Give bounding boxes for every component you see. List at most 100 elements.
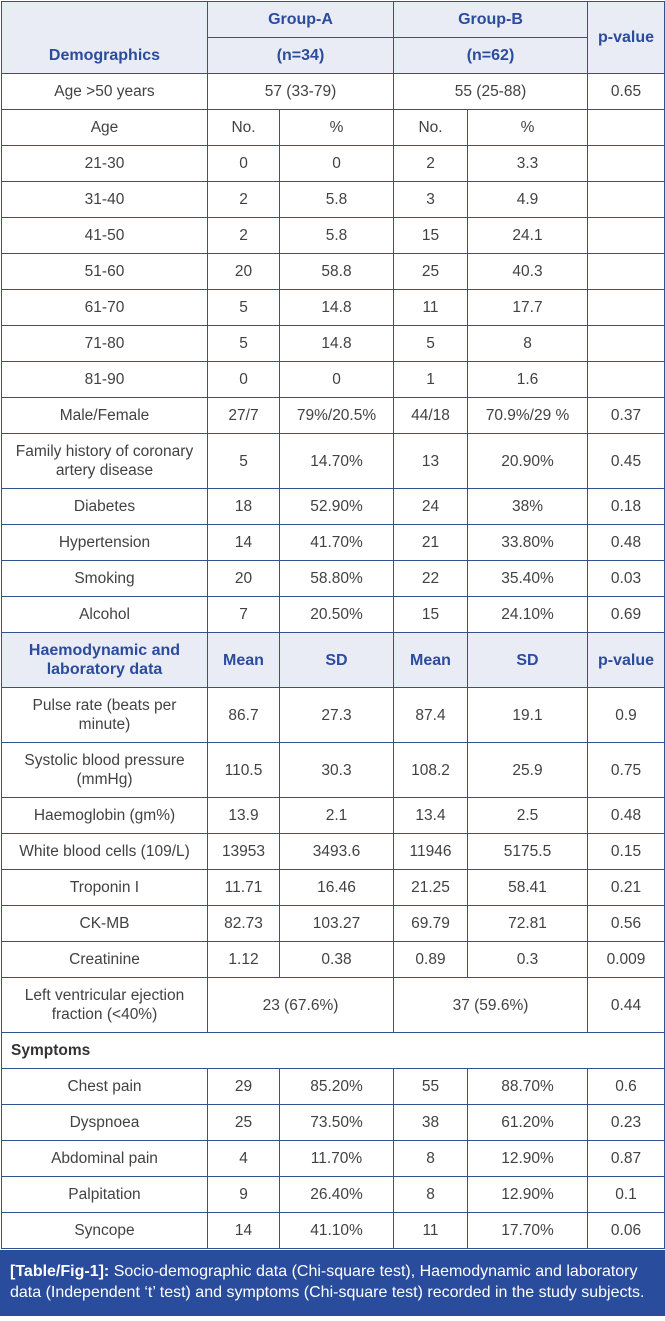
cell-group-b-no: 13 xyxy=(393,433,468,489)
table-row: 31-40 2 5.8 3 4.9 xyxy=(1,181,665,218)
cell-group-a-no: 82.73 xyxy=(207,905,280,942)
cell-group-b-no: 21 xyxy=(393,524,468,561)
header-group-a-n: (n=34) xyxy=(207,37,394,74)
cell-p-value xyxy=(587,109,665,146)
table-row: 51-60 20 58.8 25 40.3 xyxy=(1,253,665,290)
header-group-b-n: (n=62) xyxy=(393,37,588,74)
table-row: 41-50 2 5.8 15 24.1 xyxy=(1,217,665,254)
cell-group-b-no: 5 xyxy=(393,325,468,362)
table-row: Alcohol 7 20.50% 15 24.10% 0.69 xyxy=(1,596,665,633)
row-label: White blood cells (109/L) xyxy=(1,833,208,870)
demographics-table: Demographics Group-A Group-B p-value (n=… xyxy=(1,1,665,1249)
table-row: Symptoms xyxy=(1,1032,665,1069)
row-label: Dyspnoea xyxy=(1,1104,208,1141)
cell-group-b-no: 87.4 xyxy=(393,687,468,743)
cell-group-a-no: 20 xyxy=(207,560,280,597)
cell-group-b-merged: 55 (25-88) xyxy=(393,73,588,110)
cell-group-b-no: 2 xyxy=(393,145,468,182)
table-row: Haemodynamic and laboratory data Mean SD Me… xyxy=(1,632,665,688)
table-row: CK-MB 82.73 103.27 69.79 72.81 0.56 xyxy=(1,905,665,942)
table-row: Diabetes 18 52.90% 24 38% 0.18 xyxy=(1,488,665,525)
cell-group-b-pct: 33.80% xyxy=(467,524,588,561)
cell-group-a-pct: 85.20% xyxy=(279,1068,394,1105)
cell-group-b-pct: 70.9%/29 % xyxy=(467,397,588,434)
cell-group-a-pct: 0 xyxy=(279,145,394,182)
row-label: Family history of coronary artery diseas… xyxy=(1,433,208,489)
table-row: Family history of coronary artery diseas… xyxy=(1,433,665,489)
row-label: Smoking xyxy=(1,560,208,597)
cell-group-a-merged: 57 (33-79) xyxy=(207,73,394,110)
cell-group-b-pct: 5175.5 xyxy=(467,833,588,870)
cell-group-a-no: 11.71 xyxy=(207,869,280,906)
table-row: Troponin I 11.71 16.46 21.25 58.41 0.21 xyxy=(1,869,665,906)
cell-group-b-no: 15 xyxy=(393,217,468,254)
cell-group-a-pct: 5.8 xyxy=(279,181,394,218)
cell-group-b-pct: 12.90% xyxy=(467,1140,588,1177)
cell-group-b-pct: 17.7 xyxy=(467,289,588,326)
table-row: Creatinine 1.12 0.38 0.89 0.3 0.009 xyxy=(1,941,665,978)
row-label: Palpitation xyxy=(1,1176,208,1213)
row-label: 41-50 xyxy=(1,217,208,254)
cell-group-b-pct: 88.70% xyxy=(467,1068,588,1105)
cell-group-a-pct: 58.80% xyxy=(279,560,394,597)
row-label: Haemodynamic and laboratory data xyxy=(1,632,208,688)
cell-group-b-pct: % xyxy=(467,109,588,146)
table-row: Haemoglobin (gm%) 13.9 2.1 13.4 2.5 0.48 xyxy=(1,797,665,834)
cell-group-b-pct: 25.9 xyxy=(467,742,588,798)
cell-group-b-no: No. xyxy=(393,109,468,146)
cell-p-value: 0.23 xyxy=(587,1104,665,1141)
cell-group-a-no: 86.7 xyxy=(207,687,280,743)
cell-p-value xyxy=(587,145,665,182)
cell-group-b-no: 69.79 xyxy=(393,905,468,942)
cell-group-b-pct: 35.40% xyxy=(467,560,588,597)
cell-group-a-pct: 14.70% xyxy=(279,433,394,489)
row-label: Age >50 years xyxy=(1,73,208,110)
cell-group-b-no: 21.25 xyxy=(393,869,468,906)
cell-p-value: 0.56 xyxy=(587,905,665,942)
cell-p-value: 0.9 xyxy=(587,687,665,743)
table-row: Syncope 14 41.10% 11 17.70% 0.06 xyxy=(1,1212,665,1249)
cell-group-a-no: 1.12 xyxy=(207,941,280,978)
cell-group-a-pct: 20.50% xyxy=(279,596,394,633)
cell-group-a-no: 29 xyxy=(207,1068,280,1105)
table-row: Palpitation 9 26.40% 8 12.90% 0.1 xyxy=(1,1176,665,1213)
cell-group-b-pct: 0.3 xyxy=(467,941,588,978)
cell-group-a-no: 7 xyxy=(207,596,280,633)
cell-group-b-no: 22 xyxy=(393,560,468,597)
cell-group-b-no: 8 xyxy=(393,1140,468,1177)
header-row-counts: (n=34) (n=62) xyxy=(2,37,665,74)
cell-group-a-no: 27/7 xyxy=(207,397,280,434)
cell-group-b-no: 0.89 xyxy=(393,941,468,978)
cell-group-b-merged: 37 (59.6%) xyxy=(393,977,588,1033)
row-label: Age xyxy=(1,109,208,146)
cell-p-value: 0.45 xyxy=(587,433,665,489)
cell-p-value: p-value xyxy=(587,632,665,688)
row-label: Left ventricular ejection fraction (<40%… xyxy=(1,977,208,1033)
cell-group-a-pct: 58.8 xyxy=(279,253,394,290)
cell-group-a-pct: 14.8 xyxy=(279,289,394,326)
cell-group-b-no: 44/18 xyxy=(393,397,468,434)
cell-group-a-no: Mean xyxy=(207,632,280,688)
cell-group-a-pct: 14.8 xyxy=(279,325,394,362)
cell-group-a-no: 25 xyxy=(207,1104,280,1141)
cell-p-value: 0.48 xyxy=(587,524,665,561)
cell-group-a-no: 20 xyxy=(207,253,280,290)
row-label: Systolic blood pressure (mmHg) xyxy=(1,742,208,798)
cell-p-value: 0.1 xyxy=(587,1176,665,1213)
row-label: Diabetes xyxy=(1,488,208,525)
cell-group-b-no: 24 xyxy=(393,488,468,525)
table-row: Left ventricular ejection fraction (<40%… xyxy=(1,977,665,1033)
table-row: Hypertension 14 41.70% 21 33.80% 0.48 xyxy=(1,524,665,561)
row-label: Abdominal pain xyxy=(1,1140,208,1177)
row-label: Troponin I xyxy=(1,869,208,906)
table-row: 61-70 5 14.8 11 17.7 xyxy=(1,289,665,326)
table-row: Age >50 years 57 (33-79) 55 (25-88) 0.65 xyxy=(1,73,665,110)
cell-group-b-no: 15 xyxy=(393,596,468,633)
cell-group-b-pct: 17.70% xyxy=(467,1212,588,1249)
cell-group-b-no: 55 xyxy=(393,1068,468,1105)
table-row: 81-90 0 0 1 1.6 xyxy=(1,361,665,398)
cell-p-value: 0.21 xyxy=(587,869,665,906)
row-label: 71-80 xyxy=(1,325,208,362)
cell-group-a-no: 9 xyxy=(207,1176,280,1213)
